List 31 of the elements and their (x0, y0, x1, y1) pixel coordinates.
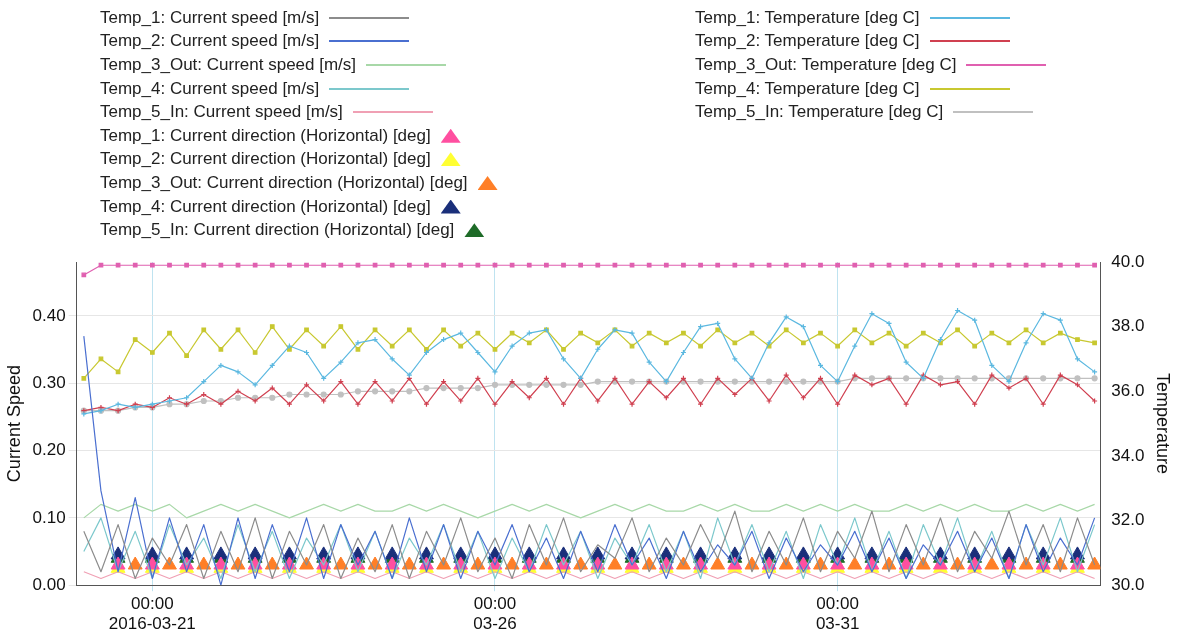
y-tick-label: 0.40 (32, 305, 66, 325)
y-tick-label: 0.10 (32, 507, 66, 527)
legend-label: Temp_4: Temperature [deg C] (695, 78, 920, 99)
y-tick-label: 0.00 (32, 574, 66, 594)
legend-label: Temp_1: Current speed [m/s] (100, 7, 320, 28)
y2-axis-title: Temperature (1153, 373, 1174, 475)
x-tick-label: 00:00 2016-03-21 (108, 594, 196, 634)
legend-label: Temp_4: Current speed [m/s] (100, 78, 320, 99)
legend-label: Temp_1: Temperature [deg C] (695, 7, 920, 28)
x-tick-label: 00:00 03-31 (815, 594, 860, 634)
y2-tick-label: 32.0 (1111, 510, 1145, 530)
legend-label: Temp_2: Current speed [m/s] (100, 31, 320, 52)
legend-label: Temp_1: Current direction (Horizontal) [deg] (100, 125, 431, 146)
y2-tick-label: 38.0 (1111, 316, 1145, 336)
legend-label: Temp_5_In: Current speed [m/s] (100, 102, 343, 123)
legend-label: Temp_3_Out: Temperature [deg C] (695, 54, 957, 75)
legend-label: Temp_5_In: Temperature [deg C] (695, 102, 944, 123)
legend-label: Temp_5_In: Current direction (Horizontal) [deg] (100, 220, 455, 241)
y2-tick-label: 36.0 (1111, 380, 1145, 400)
x-tick-label: 00:00 03-26 (473, 594, 517, 634)
y2-tick-label: 40.0 (1111, 251, 1145, 271)
legend-label: Temp_3_Out: Current speed [m/s] (100, 54, 357, 75)
legend-label: Temp_2: Current direction (Horizontal) [deg] (100, 149, 431, 170)
legend-label: Temp_4: Current direction (Horizontal) [deg] (100, 196, 431, 217)
y-axis-title: Current Speed (3, 365, 24, 483)
y-tick-label: 0.30 (32, 372, 66, 392)
legend-label: Temp_3_Out: Current direction (Horizontal) [deg] (100, 172, 468, 193)
y2-tick-label: 30.0 (1111, 574, 1145, 594)
y2-tick-label: 34.0 (1111, 445, 1145, 465)
y-tick-label: 0.20 (32, 440, 66, 460)
legend-label: Temp_2: Temperature [deg C] (695, 31, 920, 52)
